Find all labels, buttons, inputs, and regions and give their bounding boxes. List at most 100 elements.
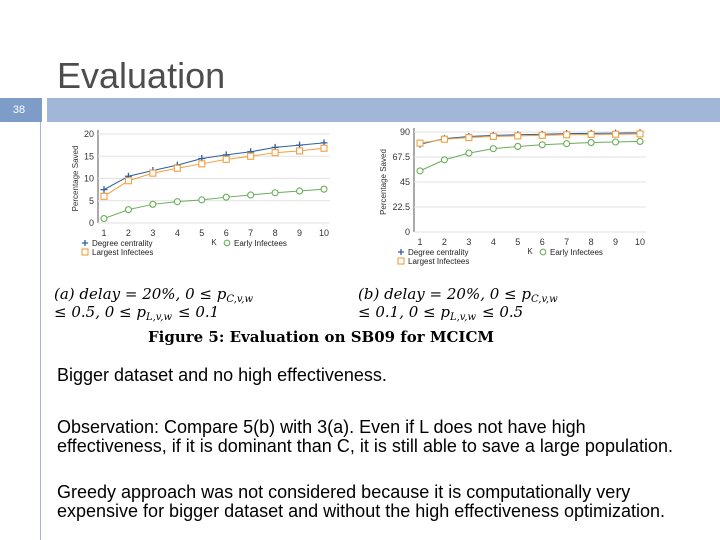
data-point: [198, 196, 206, 204]
data-point: [247, 191, 255, 199]
data-point: [489, 132, 497, 140]
x-tick-label: 9: [613, 237, 618, 247]
series-line: [419, 133, 641, 144]
data-point: [100, 186, 108, 194]
y-tick-label: 67.5: [392, 152, 410, 162]
data-point: [173, 198, 181, 206]
x-tick-label: 5: [515, 237, 520, 247]
x-tick-label: 6: [224, 228, 229, 238]
legend-label: Degree centrality: [92, 239, 152, 248]
data-point: [465, 134, 473, 142]
data-point: [587, 130, 595, 138]
series-line: [103, 147, 325, 197]
x-axis-label: K: [527, 247, 533, 256]
data-point: [296, 187, 304, 195]
y-tick-label: 10: [84, 174, 94, 184]
data-point: [612, 130, 620, 138]
data-point: [636, 137, 644, 145]
data-point: [465, 149, 473, 157]
data-point: [587, 139, 595, 147]
legend-marker: [398, 249, 404, 255]
x-tick-label: 8: [273, 228, 278, 238]
y-tick-label: 0: [89, 218, 94, 228]
x-tick-label: 3: [150, 228, 155, 238]
data-point: [514, 132, 522, 140]
slide-number: 38: [12, 104, 26, 116]
data-point: [271, 189, 279, 197]
subcaption-b-line1: (b) delay = 20%, 0 ≤ pC,v,w: [358, 285, 558, 305]
y-tick-label: 45: [400, 177, 410, 187]
series-line: [419, 140, 641, 172]
legend-label: Largest Infectees: [408, 257, 469, 266]
data-point: [538, 141, 546, 149]
data-point: [563, 140, 571, 148]
data-point: [636, 130, 644, 138]
x-tick-label: 5: [199, 228, 204, 238]
data-point: [320, 185, 328, 193]
x-tick-label: 7: [248, 228, 253, 238]
legend-label: Early Infectees: [550, 248, 603, 257]
data-point: [124, 177, 132, 185]
data-point: [247, 152, 255, 160]
x-tick-label: 9: [297, 228, 302, 238]
data-point: [514, 142, 522, 150]
data-point: [416, 167, 424, 175]
x-tick-label: 10: [319, 228, 329, 238]
y-tick-label: 90: [400, 127, 410, 137]
x-tick-label: 2: [442, 237, 447, 247]
subcaption-a-line1: (a) delay = 20%, 0 ≤ pC,v,w: [54, 285, 253, 305]
legend-marker: [397, 257, 405, 265]
body-paragraph-2: Observation: Compare 5(b) with 3(a). Eve…: [57, 417, 673, 456]
data-point: [149, 200, 157, 208]
series-line: [419, 132, 641, 145]
legend-marker: [82, 240, 88, 246]
x-tick-label: 10: [635, 237, 645, 247]
data-point: [296, 147, 304, 155]
data-point: [149, 169, 157, 177]
data-point: [563, 131, 571, 139]
y-tick-label: 15: [84, 151, 94, 161]
series-line: [103, 188, 325, 220]
data-point: [440, 156, 448, 164]
body-paragraph-3: Greedy approach was not considered becau…: [57, 482, 666, 521]
data-point: [222, 193, 230, 201]
data-point: [173, 164, 181, 172]
data-point: [416, 139, 424, 147]
x-tick-label: 3: [466, 237, 471, 247]
y-tick-label: 0: [405, 227, 410, 237]
x-axis-label: K: [211, 238, 217, 247]
x-tick-label: 4: [175, 228, 180, 238]
x-tick-label: 7: [564, 237, 569, 247]
y-tick-label: 20: [84, 129, 94, 139]
data-point: [271, 149, 279, 157]
x-tick-label: 1: [101, 228, 106, 238]
x-tick-label: 4: [491, 237, 496, 247]
data-point: [320, 144, 328, 152]
data-point: [222, 155, 230, 163]
x-tick-label: 6: [540, 237, 545, 247]
legend-marker: [539, 248, 547, 256]
data-point: [612, 138, 620, 146]
data-point: [124, 206, 132, 214]
legend-label: Early Infectees: [234, 239, 287, 248]
figure-caption: Figure 5: Evaluation on SB09 for MCICM: [148, 328, 494, 346]
data-point: [538, 131, 546, 139]
slide-number-box: [0, 98, 42, 122]
x-tick-label: 2: [126, 228, 131, 238]
legend-label: Largest Infectees: [92, 248, 153, 257]
y-tick-label: 5: [89, 196, 94, 206]
y-axis-label: Percentage Saved: [71, 146, 80, 212]
legend-marker: [81, 248, 89, 256]
data-point: [100, 192, 108, 200]
body-paragraph-1: Bigger dataset and no high effectiveness…: [57, 365, 387, 385]
subcaption-b-line2: ≤ 0.1, 0 ≤ pL,v,w ≤ 0.5: [358, 303, 523, 323]
y-axis-label: Percentage Saved: [379, 149, 388, 215]
data-point: [198, 160, 206, 168]
data-point: [440, 135, 448, 143]
x-tick-label: 1: [417, 237, 422, 247]
chart-a: 0 5 10 15 20 1 2 3 4 5 6 7 8 9 10 K Percentage Saved Degr…: [71, 129, 330, 257]
legend-label: Degree centrality: [408, 248, 468, 257]
data-point: [489, 145, 497, 153]
